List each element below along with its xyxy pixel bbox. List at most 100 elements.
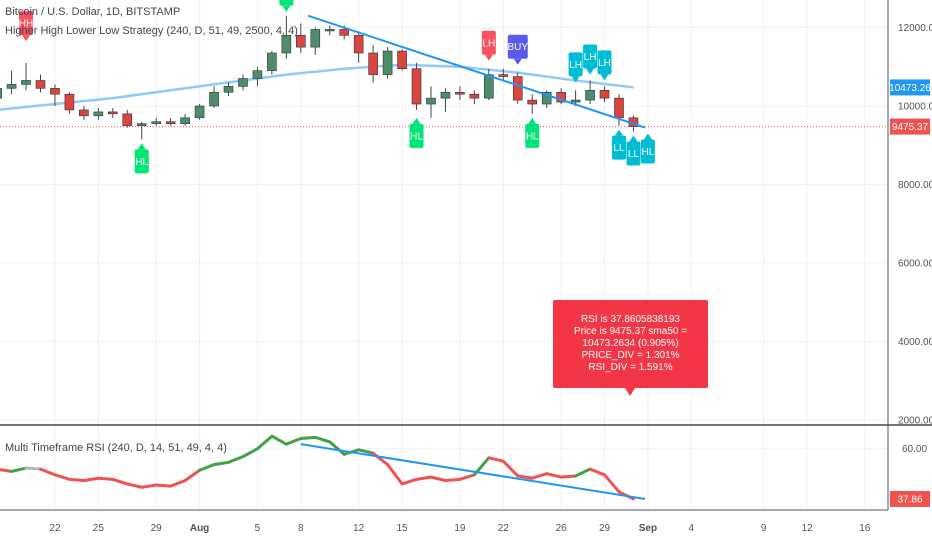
rsi-segment [185,470,199,480]
time-axis-tick-label: 22 [498,523,510,534]
time-axis-tick-label: 26 [556,523,568,534]
candle-body-down [340,29,349,35]
candle-body-up [137,124,146,126]
candle [224,82,233,96]
signal-label: HH [279,0,293,12]
time-axis-tick-label: Aug [190,523,209,534]
tooltip-line-price-div: PRICE_DIV = 1.301% [553,350,708,362]
candle-body-down [79,110,88,116]
rsi-segment [257,436,271,448]
rsi-segment [431,477,445,480]
signal-label: LL [612,130,626,160]
time-axis-tick-label: 4 [689,523,695,534]
rsi-segment [113,479,127,484]
signal-label: LH [583,45,597,75]
candle [267,51,276,75]
candle-body-down [166,122,175,124]
candle [65,92,74,114]
rsi-segment [26,468,40,469]
signal-label: LH [482,31,496,61]
candle-body-up [22,80,31,84]
signal-text: BUY [507,42,528,53]
rsi-segment [315,437,329,442]
signal-pointer [485,55,493,61]
signal-text: LH [482,38,495,49]
candle [369,45,378,82]
signal-label: BUY [507,35,528,65]
rsi-segment [171,480,185,486]
candle-body-down [528,100,537,104]
candle [253,67,262,87]
price-axis-tick-label: 6000.00 [898,259,932,270]
signal-pointer [629,136,637,142]
candle [282,16,291,59]
time-axis-tick-label: 22 [49,523,61,534]
candle [528,94,537,114]
candle-body-down [369,53,378,75]
signal-text: HL [135,157,148,168]
rsi-segment [590,469,604,475]
rsi-segment [142,485,156,487]
symbol-legend[interactable]: Bitcoin / U.S. Dollar, 1D, BITSTAMP [5,6,180,18]
candle-body-down [614,98,623,118]
sma50-line [0,65,634,110]
candle-body-up [152,122,161,124]
candle-body-down [513,77,522,101]
rsi-legend[interactable]: Multi Timeframe RSI (240, D, 14, 51, 49,… [5,442,227,454]
rsi-segment [229,457,243,463]
strategy-legend[interactable]: Higher High Lower Low Strategy (240, D, … [5,25,298,37]
time-axis-tick-label: 29 [151,523,163,534]
candle [600,86,609,102]
rsi-segment [69,479,83,480]
signal-text: LL [613,143,625,154]
rsi-segment [503,461,517,476]
candle-body-down [354,35,363,53]
signal-box [279,0,293,6]
rsi-segment [605,475,619,492]
candle-body-up [282,35,291,53]
candle [152,118,161,126]
candle-body-down [412,69,421,104]
signal-label: LH [569,52,583,82]
tooltip-line-price: Price is 9475.37 sma50 = 10473.2634 (0.9… [553,326,708,350]
signal-text: LH [584,52,597,63]
signal-pointer [644,134,652,140]
candle [7,71,16,95]
signal-text: HL [642,147,655,158]
signal-label: LH [598,50,612,80]
signal-label: LL [626,136,640,166]
time-axis-tick-label: 9 [761,523,767,534]
candle [181,114,190,126]
rsi-segment [12,468,26,471]
candle [398,49,407,71]
candle [137,122,146,140]
candle-body-up [253,71,262,79]
rsi-segment [272,436,286,444]
rsi-segment [286,438,300,444]
price-axis-tick-label: 2000.00 [898,416,932,427]
time-axis-tick-label: 8 [298,523,304,534]
rsi-segment [489,458,503,461]
candle [166,118,175,126]
price-axis-tick-label: 10000.00 [898,102,932,113]
rsi-segment [214,462,228,464]
signal-label: HL [641,134,655,164]
time-axis-tick-label: 5 [255,523,261,534]
candle [123,110,132,128]
price-axis-tick-label: 8000.00 [898,180,932,191]
rsi-segment [0,469,12,471]
candle-body-down [398,51,407,69]
time-axis-tick-label: Sep [639,523,657,534]
candle [470,90,479,104]
signal-text: HL [410,131,423,142]
candle [441,88,450,112]
price-axis-tick-label: 4000.00 [898,337,932,348]
candle [94,108,103,120]
candle [426,86,435,117]
candle [210,86,219,108]
signal-pointer [282,6,290,12]
candle-body-up [195,106,204,118]
candle [238,75,247,91]
